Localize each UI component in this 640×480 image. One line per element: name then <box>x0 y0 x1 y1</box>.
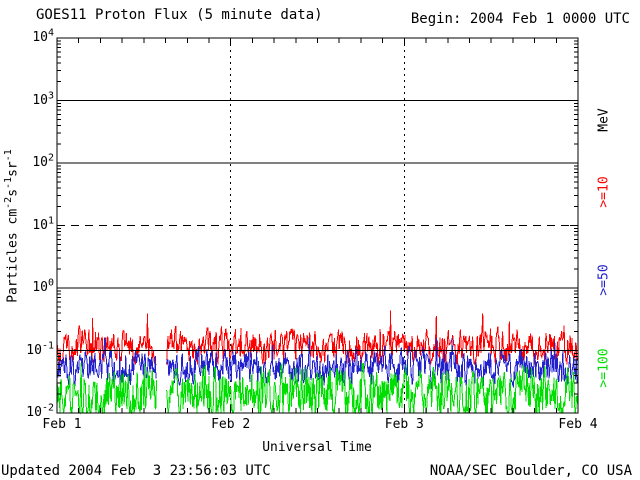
x-tick-label: Feb 3 <box>384 417 424 432</box>
flux-series-gege100 <box>56 362 578 415</box>
y-axis-title-text: s <box>5 188 21 197</box>
series-label-gege10: >=10 <box>596 176 612 208</box>
y-axis-title-text: sr <box>5 161 21 177</box>
x-tick-label: Feb 4 <box>558 417 598 432</box>
y-tick-label: 101 <box>32 215 54 233</box>
x-axis-title: Universal Time <box>262 440 372 455</box>
y-tick-label: 100 <box>32 277 54 295</box>
y-tick-label: 104 <box>32 27 54 45</box>
y-tick-label: 10-1 <box>26 340 54 358</box>
begin-time-label: Begin: 2004 Feb 1 0000 UTC <box>410 11 630 27</box>
y-axis-title-sup: -1 <box>3 149 15 162</box>
x-tick-label: Feb 2 <box>211 417 251 432</box>
y-axis-title: Particles cm-2s-1sr-1 <box>3 149 21 303</box>
credit-label: NOAA/SEC Boulder, CO USA <box>429 463 632 479</box>
y-axis-title-sup: -2 <box>3 196 15 209</box>
chart-title: GOES11 Proton Flux (5 minute data) <box>36 7 323 23</box>
flux-series-gege10 <box>56 310 578 366</box>
right-axis-units-label: MeV <box>596 108 612 132</box>
y-tick-label: 10-2 <box>26 402 54 420</box>
y-axis-title-sup: -1 <box>3 176 15 189</box>
y-axis-title-text: Particles cm <box>5 208 21 303</box>
x-tick-label: Feb 1 <box>42 417 82 432</box>
updated-timestamp: Updated 2004 Feb 3 23:56:03 UTC <box>1 463 271 479</box>
series-label-gege50: >=50 <box>596 264 612 296</box>
flux-series-gege50 <box>56 337 578 390</box>
y-tick-label: 102 <box>32 152 54 170</box>
series-label-gege100: >=100 <box>596 348 612 388</box>
y-tick-label: 103 <box>32 90 54 108</box>
